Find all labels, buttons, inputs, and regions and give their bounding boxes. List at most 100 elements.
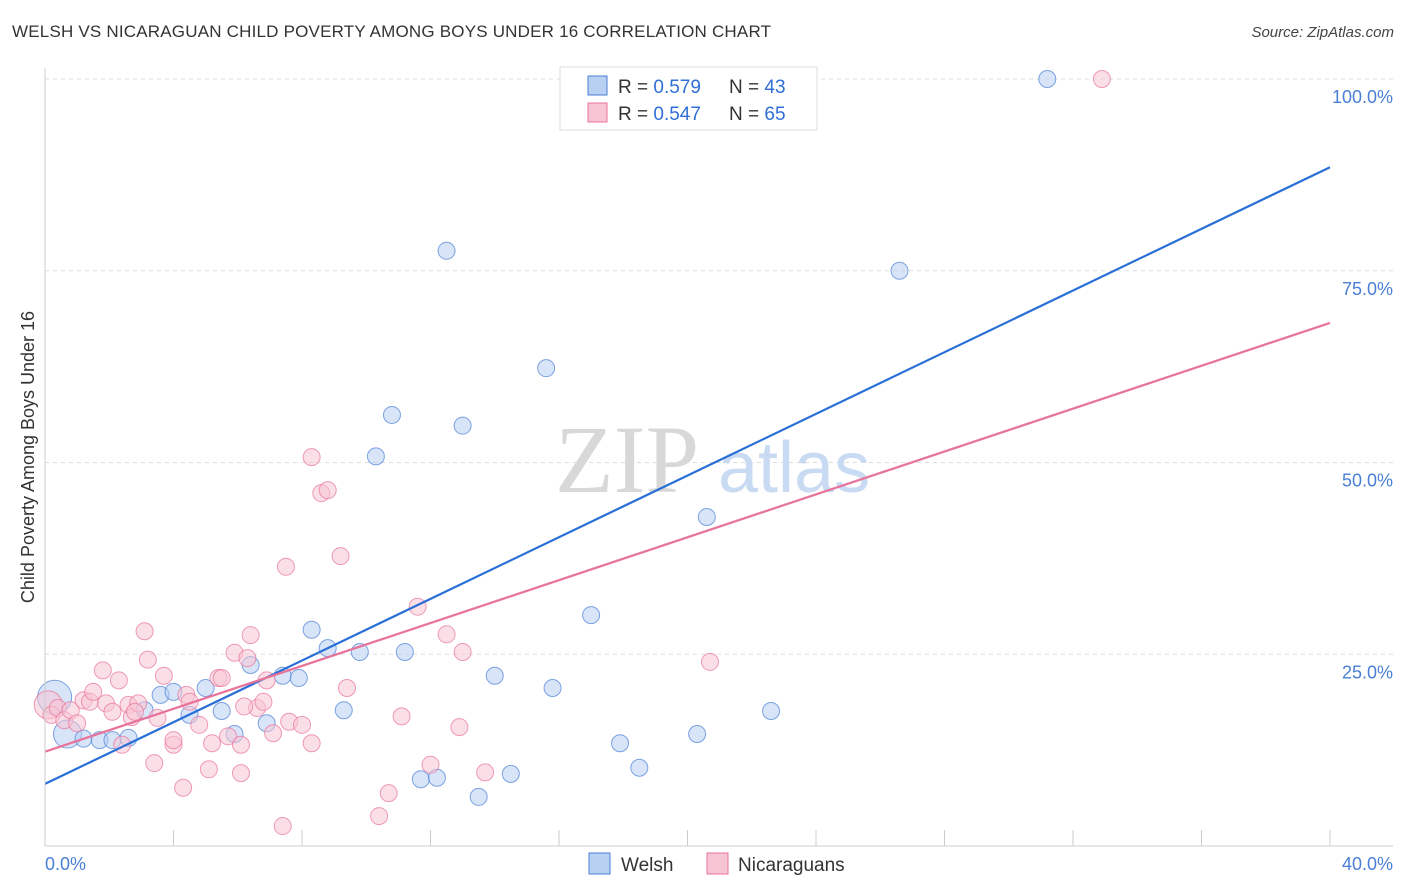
watermark-zip: ZIP (555, 406, 699, 513)
bottom-legend-nicaraguans: Nicaraguans (738, 855, 845, 876)
legend-r-label: R = (618, 77, 653, 98)
point-nicaraguans (331, 547, 350, 566)
point-nicaraguans (180, 692, 199, 711)
legend-r-value: 0.579 (653, 77, 701, 98)
point-welsh (1038, 70, 1057, 88)
x-tick-label: 0.0% (45, 854, 86, 874)
legend-n-value: 65 (764, 104, 785, 125)
trend-line-welsh (44, 166, 1331, 785)
point-nicaraguans (476, 763, 495, 782)
point-welsh (334, 701, 353, 720)
svg-text:R = 0.579: R = 0.579 (618, 77, 701, 98)
point-nicaraguans (154, 666, 173, 685)
point-nicaraguans (199, 760, 218, 779)
chart-title: WELSH VS NICARAGUAN CHILD POVERTY AMONG … (12, 22, 772, 41)
point-welsh (697, 507, 716, 526)
point-welsh (212, 702, 231, 721)
point-nicaraguans (437, 625, 456, 644)
y-axis-label: Child Poverty Among Boys Under 16 (18, 311, 38, 603)
point-nicaraguans (235, 697, 254, 716)
point-nicaraguans (190, 715, 209, 734)
point-nicaraguans (125, 702, 144, 721)
point-welsh (582, 606, 601, 625)
x-tick-label: 40.0% (1342, 854, 1393, 874)
bottom-legend-welsh: Welsh (621, 855, 673, 876)
trend-lines (44, 166, 1331, 785)
point-nicaraguans (254, 692, 273, 711)
point-welsh (537, 359, 556, 378)
point-nicaraguans (138, 650, 157, 669)
legend-r-label: R = (618, 104, 653, 125)
point-nicaraguans (145, 754, 164, 773)
point-nicaraguans (293, 715, 311, 734)
point-nicaraguans (231, 735, 250, 754)
points (33, 70, 1111, 836)
point-welsh (289, 669, 308, 688)
bottom-legend: Welsh Nicaraguans (588, 852, 845, 876)
point-welsh (630, 758, 649, 777)
point-nicaraguans (450, 718, 469, 737)
y-tick-label: 100.0% (1332, 87, 1393, 107)
y-tick-label: 25.0% (1342, 662, 1393, 682)
legend: R = 0.579 N = 43 R = 0.547 N = 65 (559, 66, 818, 131)
point-welsh (611, 734, 630, 753)
point-welsh (501, 764, 520, 783)
point-nicaraguans (174, 778, 193, 797)
svg-text:N = 65: N = 65 (729, 104, 786, 125)
point-welsh (762, 702, 781, 721)
point-welsh (437, 241, 456, 260)
y-tick-label: 75.0% (1342, 279, 1393, 299)
point-welsh (366, 447, 385, 466)
point-nicaraguans (302, 734, 321, 753)
point-nicaraguans (370, 807, 389, 826)
point-welsh (302, 620, 321, 639)
point-welsh (890, 261, 909, 280)
point-nicaraguans (264, 724, 283, 743)
y-tick-label: 50.0% (1342, 471, 1393, 491)
point-welsh (196, 678, 215, 697)
point-welsh (382, 405, 401, 424)
point-nicaraguans (337, 678, 356, 697)
point-nicaraguans (135, 622, 154, 641)
svg-text:N = 43: N = 43 (729, 77, 786, 98)
bottom-legend-swatch-welsh (588, 852, 611, 875)
legend-swatch-welsh (587, 75, 608, 96)
bottom-legend-swatch-nicaraguans (706, 852, 729, 875)
legend-r-value: 0.547 (653, 104, 701, 125)
grid (45, 78, 1393, 655)
point-nicaraguans (164, 731, 183, 750)
legend-n-label: N = (729, 77, 764, 98)
point-nicaraguans (212, 669, 231, 688)
legend-swatch-nicaraguans (587, 102, 608, 123)
point-nicaraguans (68, 714, 87, 733)
point-nicaraguans (231, 764, 250, 783)
point-welsh (469, 787, 488, 806)
legend-n-label: N = (729, 104, 764, 125)
point-nicaraguans (318, 481, 337, 500)
svg-text:R = 0.547: R = 0.547 (618, 104, 701, 125)
point-nicaraguans (421, 755, 440, 774)
point-nicaraguans (273, 817, 292, 836)
point-welsh (395, 642, 414, 661)
point-welsh (411, 770, 430, 789)
legend-n-value: 43 (764, 77, 785, 98)
point-nicaraguans (109, 671, 128, 690)
point-nicaraguans (93, 661, 112, 680)
point-nicaraguans (302, 448, 321, 467)
trend-line-nicaraguans (44, 321, 1331, 753)
point-nicaraguans (392, 707, 411, 726)
point-nicaraguans (700, 652, 719, 671)
point-nicaraguans (453, 642, 472, 661)
point-welsh (688, 725, 707, 744)
point-nicaraguans (219, 727, 238, 746)
point-nicaraguans (379, 784, 398, 803)
point-nicaraguans (203, 734, 222, 753)
point-nicaraguans (103, 702, 122, 721)
axes: 25.0% 50.0% 75.0% 100.0% 0.0% 40.0% (44, 68, 1393, 874)
point-welsh (485, 666, 504, 685)
point-welsh (543, 678, 562, 697)
point-nicaraguans (276, 557, 295, 576)
chart-source: Source: ZipAtlas.com (1251, 24, 1394, 41)
point-welsh (453, 416, 472, 435)
